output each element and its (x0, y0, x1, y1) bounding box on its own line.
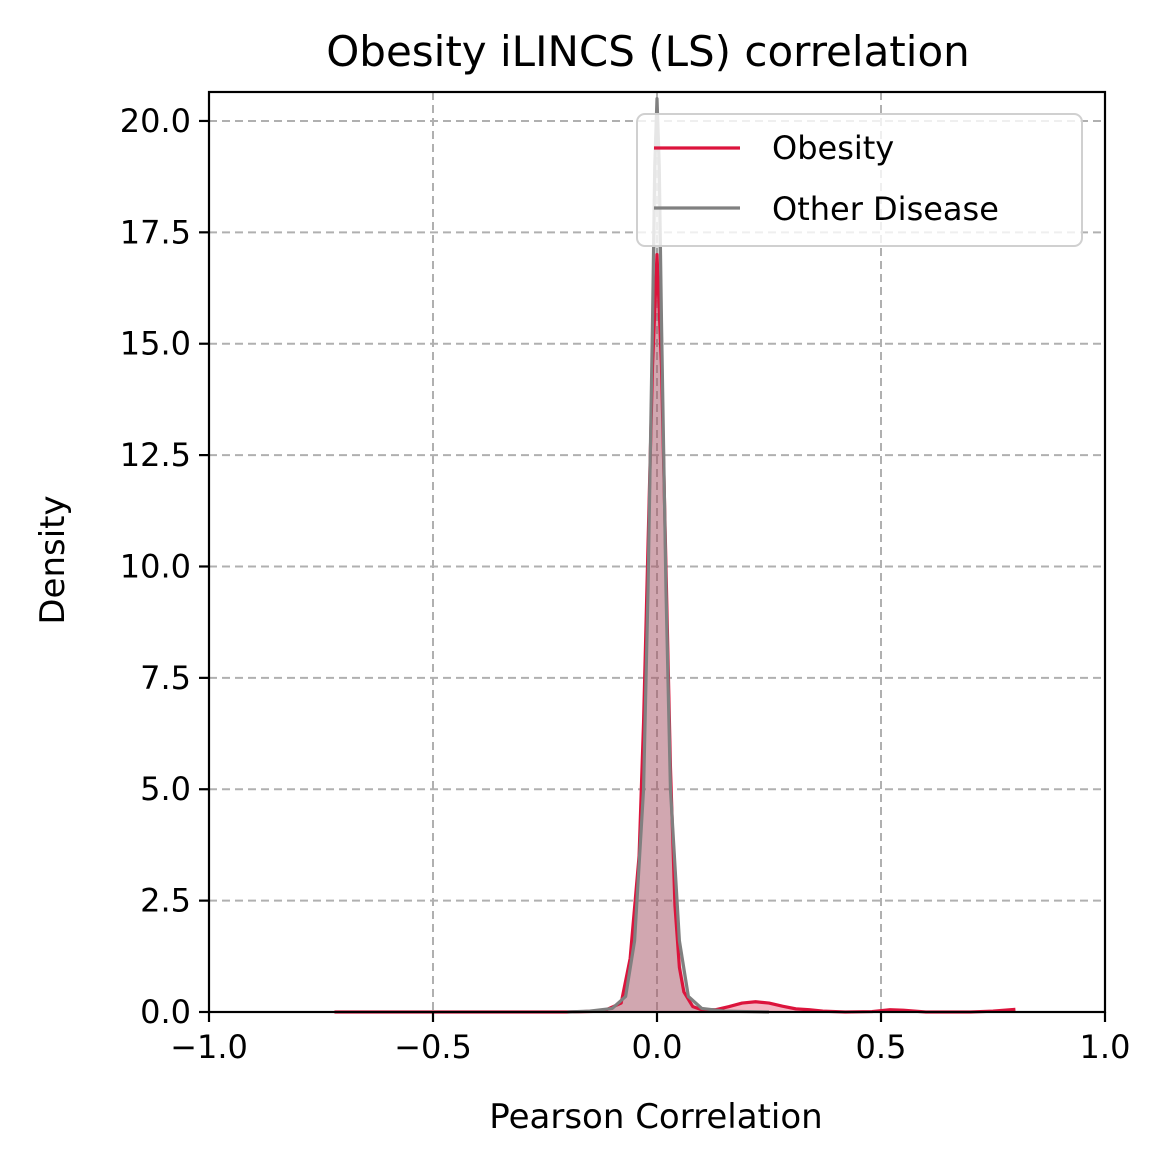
chart-title: Obesity iLINCS (LS) correlation (326, 27, 970, 76)
y-axis-ticks: 0.0 2.5 5.0 7.5 10.0 12.5 15.0 17.5 20.0 (120, 102, 209, 1031)
x-tick-label: 0.5 (856, 1028, 907, 1066)
y-tick-label: 5.0 (140, 770, 191, 808)
y-tick-label: 20.0 (120, 102, 191, 140)
y-tick-label: 17.5 (120, 213, 191, 251)
legend-box (636, 113, 1083, 247)
x-tick-label: 0.0 (632, 1028, 683, 1066)
y-axis-label: Density (33, 495, 73, 624)
y-tick-label: 12.5 (120, 436, 191, 474)
x-tick-label: 1.0 (1080, 1028, 1131, 1066)
x-axis-label: Pearson Correlation (489, 1097, 822, 1137)
legend-obesity-label: Obesity (772, 129, 894, 167)
y-tick-label: 10.0 (120, 547, 191, 585)
legend-other-disease-label: Other Disease (772, 190, 999, 228)
density-fill-other-disease (567, 98, 769, 1013)
x-axis-ticks: −1.0 −0.5 0.0 0.5 1.0 (170, 1012, 1130, 1066)
legend: Obesity Other Disease (636, 113, 1083, 247)
y-tick-label: 15.0 (120, 325, 191, 363)
y-tick-label: 7.5 (140, 659, 191, 697)
y-tick-label: 2.5 (140, 882, 191, 920)
y-tick-label: 0.0 (140, 993, 191, 1031)
x-tick-label: −0.5 (394, 1028, 472, 1066)
x-tick-label: −1.0 (170, 1028, 248, 1066)
density-fills (334, 98, 1016, 1013)
